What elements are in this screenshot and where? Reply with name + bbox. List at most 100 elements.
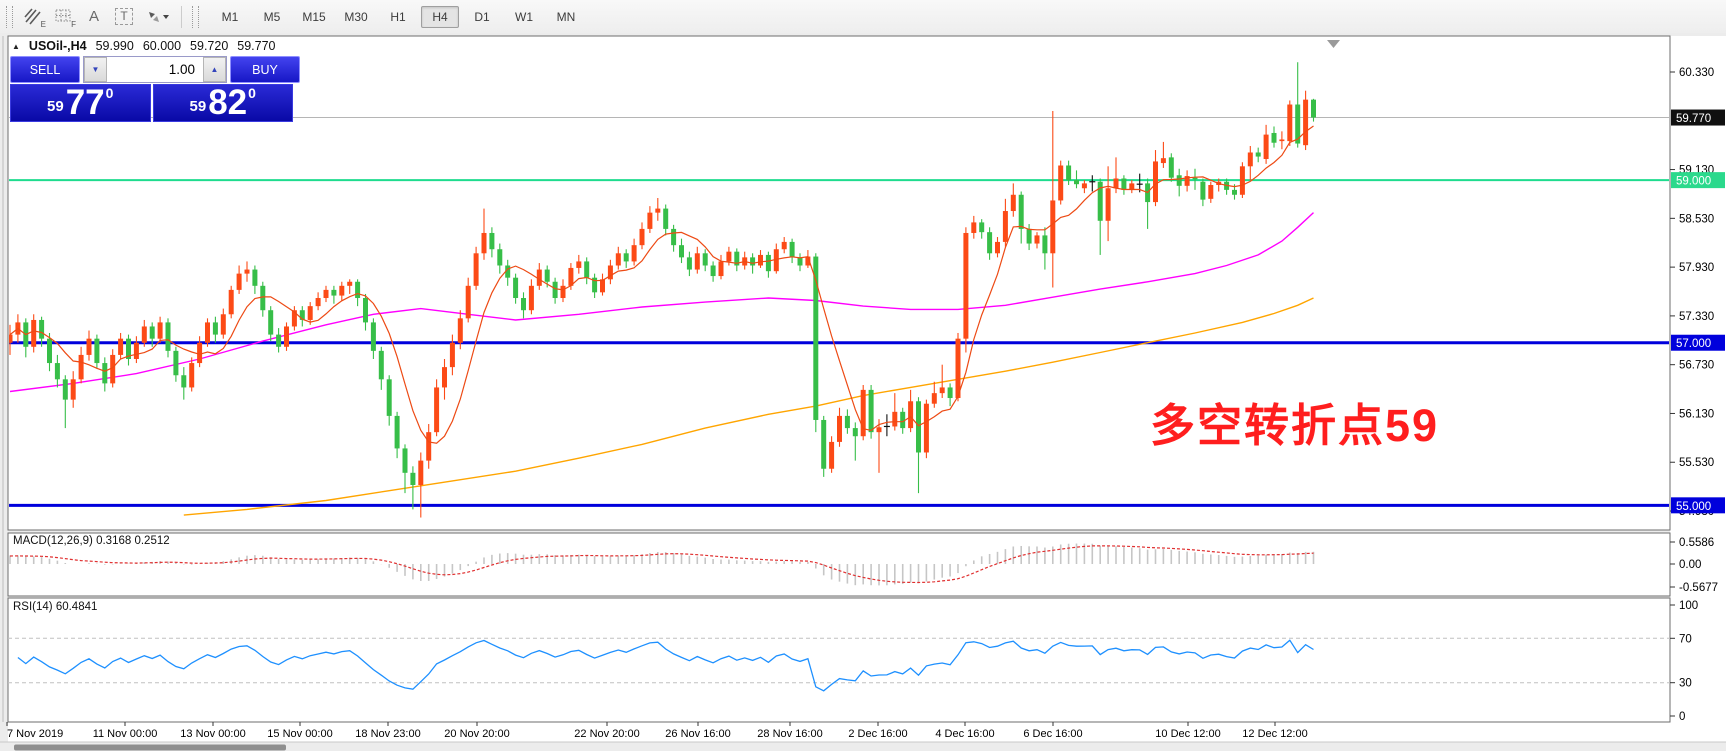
macd-layer xyxy=(9,543,1315,586)
ohlc-low: 59.720 xyxy=(190,39,229,53)
ma-fast-line xyxy=(9,125,1314,444)
timeframe-M15[interactable]: M15 xyxy=(302,9,326,24)
sell-price-big: 77 xyxy=(65,83,105,122)
timeframe-M30[interactable]: M30 xyxy=(344,9,368,24)
time-label: 22 Nov 20:00 xyxy=(574,728,639,740)
timeframe-W1[interactable]: W1 xyxy=(515,9,533,24)
price-tick: 60.330 xyxy=(1679,67,1714,79)
ohlc-close: 59.770 xyxy=(237,39,276,53)
trendlines-icon xyxy=(24,7,41,25)
timeframe-M5[interactable]: M5 xyxy=(263,9,281,24)
price-badge-level-55 xyxy=(1671,497,1725,514)
macd-label: MACD(12,26,9) 0.3168 0.2512 xyxy=(13,535,170,547)
chart-header: ▲ USOil-,H4 59.990 60.000 59.720 59.770 xyxy=(12,39,276,53)
sell-button[interactable]: SELL xyxy=(10,56,80,83)
one-click-trading-panel: SELL ▼ ▲ BUY 59 77 0 59 82 0 xyxy=(10,56,300,122)
chart-annotation-text: 多空转折点59 xyxy=(1150,400,1440,451)
timeframe-MN[interactable]: MN xyxy=(556,9,576,24)
timeframe-H1[interactable]: H1 xyxy=(390,9,406,24)
arrows-tool-button[interactable] xyxy=(139,4,177,30)
collapse-panel-icon[interactable]: ▲ xyxy=(12,41,20,51)
toolbar-separator xyxy=(181,5,182,28)
dropdown-caret-icon xyxy=(163,14,169,19)
sell-price-sup: 0 xyxy=(105,85,114,101)
macd-tick: 0.5586 xyxy=(1679,537,1714,549)
price-tick: 56.130 xyxy=(1679,408,1714,420)
price-badge-level-59 xyxy=(1671,172,1725,189)
h-scrollbar-thumb[interactable] xyxy=(14,744,286,751)
time-label: 15 Nov 00:00 xyxy=(267,728,332,740)
price-tick: 56.730 xyxy=(1679,360,1714,372)
rsi-tick: 70 xyxy=(1679,633,1692,645)
chart-canvas[interactable]: 60.33059.13058.53057.93057.33056.73056.1… xyxy=(0,33,1726,751)
buy-price-small: 59 xyxy=(189,98,207,115)
price-badge-text: 55.000 xyxy=(1676,501,1711,513)
time-label: 26 Nov 16:00 xyxy=(665,728,730,740)
price-tick: 55.530 xyxy=(1679,457,1714,469)
price-chart-layer xyxy=(9,62,1669,518)
trendlines-tool-glyph: E xyxy=(40,19,46,29)
volume-input[interactable] xyxy=(107,57,203,82)
time-label: 11 Nov 00:00 xyxy=(93,728,158,740)
sell-price-small: 59 xyxy=(47,98,64,115)
time-label: 13 Nov 00:00 xyxy=(180,728,245,740)
rsi-layer xyxy=(8,637,1670,692)
time-label: 28 Nov 16:00 xyxy=(757,728,822,740)
text-tool-icon: A xyxy=(88,8,99,25)
price-badge-level-57 xyxy=(1671,334,1725,351)
rsi-tick: 100 xyxy=(1679,600,1698,612)
rsi-tick: 30 xyxy=(1679,678,1692,690)
label-tool-button[interactable]: T xyxy=(109,4,139,30)
volume-decrease-button[interactable]: ▼ xyxy=(84,57,107,82)
time-label: 7 Nov 2019 xyxy=(7,728,63,740)
trendlines-tool-button[interactable]: E xyxy=(19,4,49,30)
timeframe-group: M1 M5 M15 M30 H1 H4 D1 W1 MN xyxy=(209,5,587,28)
text-tool-button[interactable]: A xyxy=(79,4,109,30)
rsi-label: RSI(14) 60.4841 xyxy=(13,601,98,613)
timeframe-M1[interactable]: M1 xyxy=(221,9,239,24)
time-label: 6 Dec 16:00 xyxy=(1023,728,1082,740)
volume-increase-button[interactable]: ▲ xyxy=(203,57,226,82)
buy-button[interactable]: BUY xyxy=(230,56,300,83)
h-scrollbar-track xyxy=(0,743,1726,751)
label-tool-icon: T xyxy=(115,8,133,25)
price-tick: 57.930 xyxy=(1679,262,1714,274)
time-label: 18 Nov 23:00 xyxy=(355,728,420,740)
rsi-tick: 0 xyxy=(1679,711,1685,723)
buy-price-sup: 0 xyxy=(248,85,256,101)
grid-tool-glyph: F xyxy=(71,19,76,29)
chart-shift-marker xyxy=(1327,40,1340,48)
time-label: 2 Dec 16:00 xyxy=(848,728,907,740)
arrows-icon xyxy=(149,11,159,22)
symbol-title: USOil-,H4 xyxy=(28,39,87,53)
volume-stepper: ▼ ▲ xyxy=(83,56,227,83)
time-label: 12 Dec 12:00 xyxy=(1242,728,1307,740)
ohlc-open: 59.990 xyxy=(95,39,134,53)
grid-icon xyxy=(55,9,71,21)
macd-tick: 0.00 xyxy=(1679,559,1701,571)
buy-price-display[interactable]: 59 82 0 xyxy=(152,83,293,122)
timeframe-grip[interactable] xyxy=(192,5,199,28)
toolbar-grip[interactable] xyxy=(6,5,13,28)
price-tick: 57.330 xyxy=(1679,311,1714,323)
price-tick: 58.530 xyxy=(1679,213,1714,225)
time-label: 10 Dec 12:00 xyxy=(1155,728,1220,740)
buy-price-big: 82 xyxy=(208,83,248,122)
timeframe-H4[interactable]: H4 xyxy=(421,5,459,28)
time-label: 20 Nov 20:00 xyxy=(444,728,509,740)
price-badge-text: 57.000 xyxy=(1676,338,1711,350)
toolbar: E F A T M1 M5 M15 M30 xyxy=(0,0,1726,34)
price-badge-current-price xyxy=(1671,109,1725,126)
price-badge-text: 59.000 xyxy=(1676,176,1711,188)
ohlc-high: 60.000 xyxy=(142,39,182,53)
rsi-line xyxy=(17,639,1314,692)
sell-price-display[interactable]: 59 77 0 xyxy=(10,84,151,122)
macd-tick: -0.5677 xyxy=(1679,582,1718,594)
grid-tool-button[interactable]: F xyxy=(49,4,79,30)
rsi-panel xyxy=(7,597,1671,723)
macd-signal-line xyxy=(9,545,1314,584)
timeframe-D1[interactable]: D1 xyxy=(474,9,490,24)
macd-values: 0.3168 0.2512 xyxy=(96,535,170,547)
price-badge-text: 59.770 xyxy=(1676,113,1711,125)
